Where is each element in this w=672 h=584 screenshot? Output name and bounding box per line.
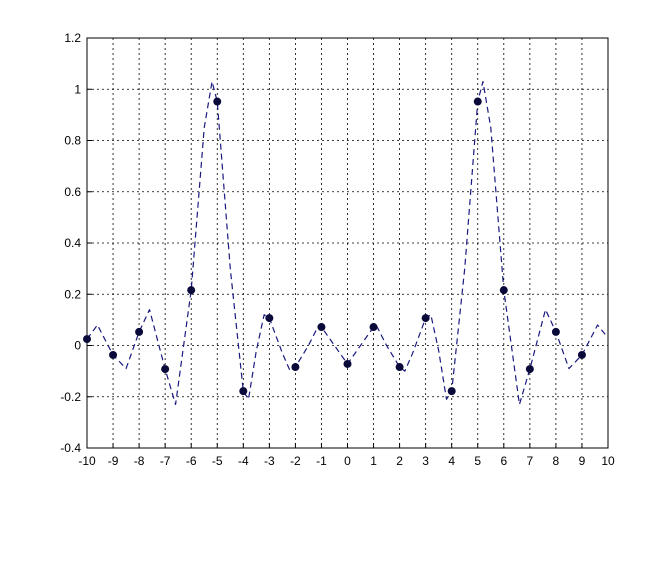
- y-tick-label: 1.2: [64, 31, 81, 45]
- y-tick-label: 0.4: [64, 236, 81, 250]
- x-tick-label: -2: [290, 454, 301, 468]
- x-tick-label: 1: [370, 454, 377, 468]
- data-point: [109, 350, 118, 359]
- data-point: [525, 365, 534, 374]
- data-point: [421, 314, 430, 323]
- x-tick-label: -4: [238, 454, 249, 468]
- x-tick-label: 10: [601, 454, 615, 468]
- data-point: [83, 335, 91, 344]
- x-tick-label: 0: [344, 454, 351, 468]
- x-tick-label: 3: [422, 454, 429, 468]
- y-tick-label: 0.2: [64, 287, 81, 301]
- data-point: [135, 327, 144, 336]
- data-point: [161, 365, 170, 374]
- axes-box: [86, 37, 609, 449]
- x-tick-label: -3: [264, 454, 275, 468]
- data-point: [265, 314, 274, 323]
- x-tick-label: -5: [212, 454, 223, 468]
- x-tick-label: -8: [134, 454, 145, 468]
- data-point: [551, 327, 560, 336]
- x-tick-label: 4: [448, 454, 455, 468]
- y-tick-label: -0.2: [60, 390, 81, 404]
- x-tick-label: -6: [186, 454, 197, 468]
- x-tick-label: 8: [553, 454, 560, 468]
- data-point: [213, 97, 222, 106]
- x-tick-label: 2: [396, 454, 403, 468]
- data-point: [577, 350, 586, 359]
- x-tick-label: -10: [78, 454, 96, 468]
- data-point: [395, 363, 404, 372]
- y-tick-label: 1: [74, 82, 81, 96]
- data-point: [499, 286, 508, 295]
- data-point: [317, 323, 326, 332]
- x-tick-label: -7: [160, 454, 171, 468]
- x-tick-label: -9: [108, 454, 119, 468]
- y-tick-label: 0.8: [64, 134, 81, 148]
- data-point: [369, 323, 378, 332]
- x-tick-label: 9: [579, 454, 586, 468]
- x-tick-label: -1: [316, 454, 327, 468]
- x-tick-label: 7: [527, 454, 534, 468]
- data-point: [239, 387, 248, 396]
- y-tick-label: 0.6: [64, 185, 81, 199]
- data-point: [343, 359, 352, 368]
- data-point: [447, 387, 456, 396]
- x-tick-label: 5: [474, 454, 481, 468]
- data-point: [187, 286, 196, 295]
- y-tick-label: 0: [74, 339, 81, 353]
- data-point: [291, 363, 300, 372]
- y-tick-label: -0.4: [60, 441, 81, 455]
- data-point: [473, 97, 482, 106]
- x-tick-label: 6: [500, 454, 507, 468]
